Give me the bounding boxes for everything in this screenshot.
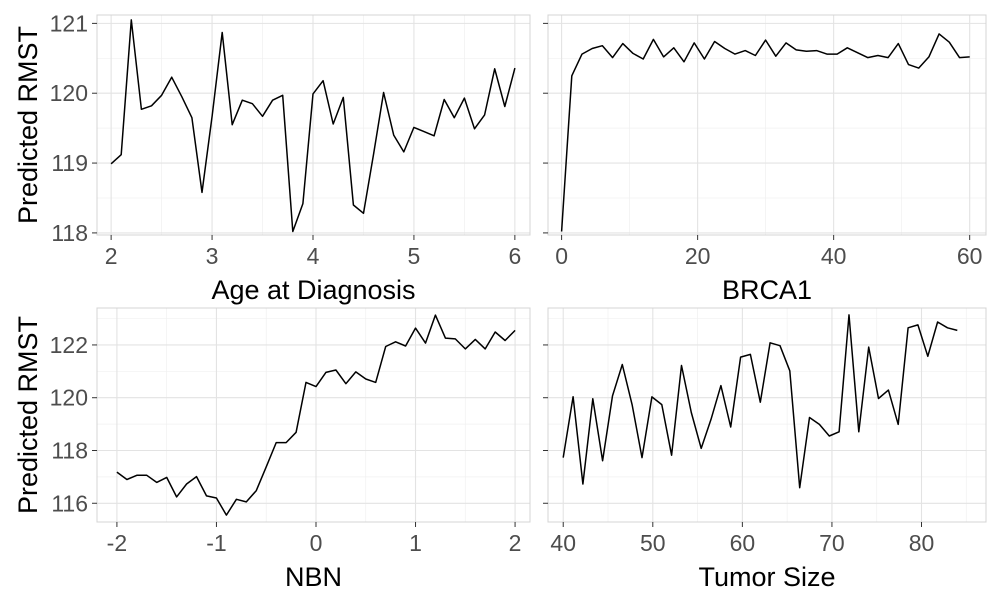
x-tick-label: 4 xyxy=(307,243,320,269)
x-tick-label: 50 xyxy=(640,530,666,556)
y-tick-label: 120 xyxy=(50,385,88,411)
x-axis-title: BRCA1 xyxy=(722,275,812,305)
x-tick-label: 0 xyxy=(555,243,568,269)
x-tick-label: 6 xyxy=(508,243,521,269)
x-tick-label: -1 xyxy=(206,530,226,556)
x-tick-label: 20 xyxy=(685,243,711,269)
chart-panel-3: -2 -1 0 1 2 116 118 120 122 NBN Predicted RMST xyxy=(13,307,531,592)
y-axis-title: Predicted RMST xyxy=(13,316,43,514)
y-tick-label: 118 xyxy=(51,220,88,246)
x-tick-label: 60 xyxy=(957,243,983,269)
y-axis-title: Predicted RMST xyxy=(13,26,43,224)
x-tick-label: 80 xyxy=(909,530,935,556)
x-tick-label: 5 xyxy=(408,243,421,269)
y-tick-label: 120 xyxy=(50,80,88,106)
series-line xyxy=(116,314,516,516)
series-line xyxy=(110,19,516,233)
panel-border xyxy=(547,307,987,523)
x-tick-label: 40 xyxy=(550,530,576,556)
y-tick-label: 122 xyxy=(50,332,88,358)
x-tick-label: 3 xyxy=(206,243,219,269)
x-tick-label: 70 xyxy=(819,530,845,556)
y-tick-label: 119 xyxy=(51,150,88,176)
chart-panel-1: 2 3 4 5 6 118 119 120 121 Age at Diagnosis Predict… xyxy=(13,10,531,305)
panel-border xyxy=(96,14,531,236)
panel-border xyxy=(547,14,987,236)
x-tick-label: 60 xyxy=(730,530,756,556)
x-tick-label: 2 xyxy=(105,243,118,269)
x-tick-label: -2 xyxy=(107,530,127,556)
x-tick-label: 2 xyxy=(509,530,522,556)
x-tick-label: 1 xyxy=(409,530,422,556)
panel-border xyxy=(96,307,531,523)
x-tick-label: 40 xyxy=(821,243,847,269)
y-tick-label: 118 xyxy=(51,437,88,463)
series-line xyxy=(560,33,970,232)
series-line xyxy=(562,314,958,489)
chart-panel-4: 40 50 60 70 80 Tumor Size xyxy=(543,307,987,592)
x-tick-label: 0 xyxy=(310,530,323,556)
chart-panel-2: 0 20 40 60 BRCA1 xyxy=(543,14,987,305)
x-axis-title: Age at Diagnosis xyxy=(211,275,415,305)
y-tick-label: 116 xyxy=(51,490,88,516)
y-tick-label: 121 xyxy=(50,10,88,36)
x-axis-title: Tumor Size xyxy=(698,562,835,592)
x-axis-title: NBN xyxy=(285,562,342,592)
